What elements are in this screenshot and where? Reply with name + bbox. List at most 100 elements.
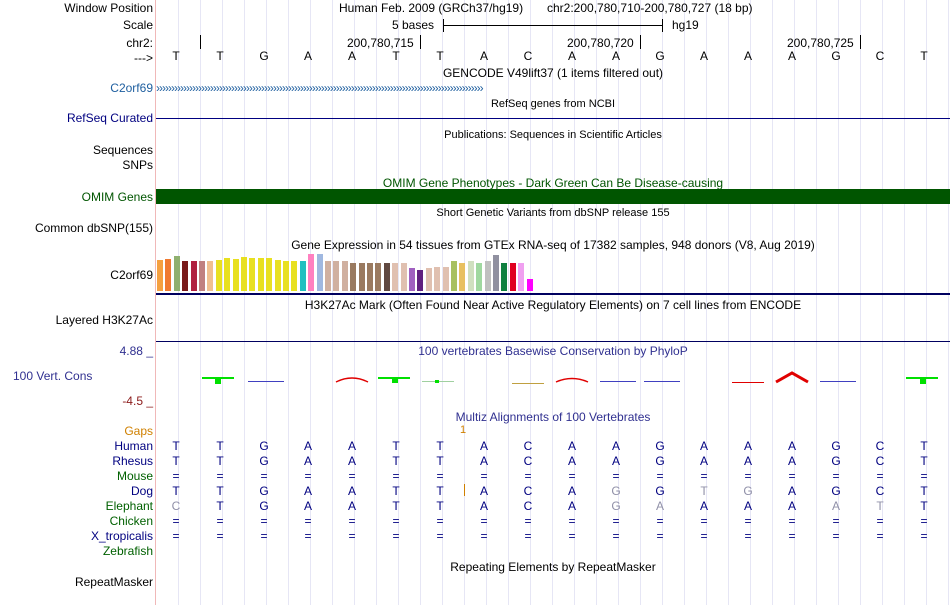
alignment-base: G: [259, 439, 269, 453]
gtex-tissue-bar[interactable]: [509, 263, 516, 291]
gtex-tissue-bar[interactable]: [165, 259, 172, 291]
refseq-label[interactable]: RefSeq Curated: [66, 111, 153, 125]
alignment-base: =: [876, 529, 884, 543]
coord-tick: [420, 35, 421, 49]
gtex-tissue-bar[interactable]: [341, 261, 348, 291]
alignment-base: T: [172, 439, 180, 453]
strand-label: --->: [134, 51, 153, 65]
species-label[interactable]: Mouse: [116, 469, 153, 483]
gtex-tissue-bar[interactable]: [392, 263, 399, 291]
gtex-tissue-bar[interactable]: [358, 263, 365, 291]
gtex-label[interactable]: C2orf69: [110, 268, 153, 282]
gtex-tissue-bar[interactable]: [493, 255, 499, 291]
gtex-tissue-bar[interactable]: [425, 268, 432, 291]
gtex-tissue-bar[interactable]: [400, 263, 407, 291]
gtex-title[interactable]: Gene Expression in 54 tissues from GTEx …: [291, 238, 815, 252]
gtex-tissue-bar[interactable]: [274, 260, 281, 291]
gtex-tissue-bar[interactable]: [199, 261, 205, 291]
species-label[interactable]: Zebrafish: [102, 544, 153, 558]
publications-label-sequences[interactable]: Sequences: [92, 143, 153, 157]
gtex-tissue-bar[interactable]: [417, 270, 424, 291]
gtex-tissue-bar[interactable]: [526, 279, 533, 291]
omim-title[interactable]: OMIM Gene Phenotypes - Dark Green Can Be…: [382, 176, 724, 190]
gtex-tissue-bar[interactable]: [367, 263, 373, 291]
repeatmasker-label[interactable]: RepeatMasker: [74, 575, 153, 589]
gtex-tissue-bar[interactable]: [518, 263, 525, 291]
alignment-base: A: [567, 439, 576, 453]
grid-line: [618, 0, 619, 605]
species-label[interactable]: Elephant: [105, 499, 153, 513]
alignment-base: T: [392, 439, 400, 453]
refseq-gene-line[interactable]: [156, 118, 950, 119]
omim-feature[interactable]: [156, 189, 950, 204]
species-label[interactable]: Human: [114, 439, 153, 453]
gtex-tissue-bar[interactable]: [484, 261, 491, 291]
grid-line: [464, 0, 465, 605]
alignment-base: G: [655, 484, 665, 498]
gtex-tissue-bar[interactable]: [308, 254, 315, 291]
base-letter: T: [216, 49, 224, 63]
gtex-tissue-bar[interactable]: [241, 257, 247, 291]
grid-line: [332, 0, 333, 605]
dbsnp-title[interactable]: Short Genetic Variants from dbSNP releas…: [436, 207, 670, 219]
alignment-base: =: [744, 514, 752, 528]
gencode-title[interactable]: GENCODE V49lift37 (1 items filtered out): [442, 66, 664, 80]
gtex-tissue-bar[interactable]: [299, 261, 306, 291]
phylop-label[interactable]: 100 Vert. Cons: [13, 369, 93, 383]
repeatmasker-title[interactable]: Repeating Elements by RepeatMasker: [450, 560, 656, 574]
gap-count[interactable]: 1: [460, 424, 467, 436]
gtex-tissue-bar[interactable]: [283, 261, 289, 291]
phylop-plot[interactable]: [156, 360, 950, 400]
base-letter: G: [655, 49, 665, 63]
gtex-tissue-bar[interactable]: [383, 263, 390, 291]
alignment-base: A: [787, 484, 796, 498]
gencode-gene-feature[interactable]: ››››››››››››››››››››››››››››››››››››››››…: [156, 81, 484, 95]
species-label[interactable]: Dog: [130, 484, 153, 498]
gtex-tissue-bar[interactable]: [467, 261, 474, 291]
gtex-tissue-bar[interactable]: [232, 259, 239, 291]
gtex-tissue-bar[interactable]: [375, 263, 382, 291]
alignment-base: T: [920, 484, 928, 498]
gtex-tissue-bar[interactable]: [207, 261, 214, 291]
omim-label[interactable]: OMIM Genes: [81, 190, 153, 204]
gencode-label[interactable]: C2orf69: [110, 81, 153, 95]
gtex-tissue-bar[interactable]: [459, 263, 466, 291]
species-label[interactable]: Chicken: [109, 514, 153, 528]
multiz-title[interactable]: Multiz Alignments of 100 Vertebrates: [455, 410, 651, 424]
gtex-tissue-bar[interactable]: [476, 263, 483, 291]
dbsnp-label[interactable]: Common dbSNP(155): [34, 221, 153, 235]
gtex-tissue-bar[interactable]: [451, 261, 457, 291]
gtex-tissue-bar[interactable]: [173, 256, 180, 291]
publications-label-snps[interactable]: SNPs: [122, 158, 153, 172]
gap-marker[interactable]: [464, 484, 465, 496]
alignment-base: =: [612, 514, 620, 528]
gtex-bar-chart[interactable]: [157, 253, 537, 291]
gtex-tissue-bar[interactable]: [190, 261, 197, 291]
gtex-tissue-bar[interactable]: [325, 261, 331, 291]
gtex-tissue-bar[interactable]: [291, 261, 298, 291]
gtex-tissue-bar[interactable]: [215, 260, 222, 291]
gtex-tissue-bar[interactable]: [224, 258, 231, 291]
refseq-title[interactable]: RefSeq genes from NCBI: [490, 98, 616, 110]
gtex-tissue-bar[interactable]: [333, 261, 340, 291]
gtex-tissue-bar[interactable]: [266, 258, 273, 291]
alignment-base: G: [831, 454, 841, 468]
h3k27ac-label[interactable]: Layered H3K27Ac: [55, 313, 153, 327]
phylop-title[interactable]: 100 vertebrates Basewise Conservation by…: [418, 344, 688, 358]
alignment-base: A: [347, 484, 356, 498]
species-label[interactable]: X_tropicalis: [90, 529, 153, 543]
gtex-tissue-bar[interactable]: [409, 268, 415, 291]
gtex-tissue-bar[interactable]: [350, 263, 357, 291]
species-label[interactable]: Rhesus: [112, 454, 153, 468]
h3k27ac-title[interactable]: H3K27Ac Mark (Often Found Near Active Re…: [304, 298, 802, 312]
gtex-tissue-bar[interactable]: [442, 267, 449, 291]
publications-title[interactable]: Publications: Sequences in Scientific Ar…: [444, 129, 662, 141]
gtex-tissue-bar[interactable]: [434, 267, 441, 291]
gtex-tissue-bar[interactable]: [182, 261, 189, 291]
gtex-tissue-bar[interactable]: [316, 254, 323, 291]
gtex-tissue-bar[interactable]: [157, 260, 163, 291]
gtex-tissue-bar[interactable]: [257, 258, 264, 291]
gtex-tissue-bar[interactable]: [249, 258, 256, 291]
chr-label: chr2:: [126, 36, 153, 50]
gtex-tissue-bar[interactable]: [501, 263, 508, 291]
